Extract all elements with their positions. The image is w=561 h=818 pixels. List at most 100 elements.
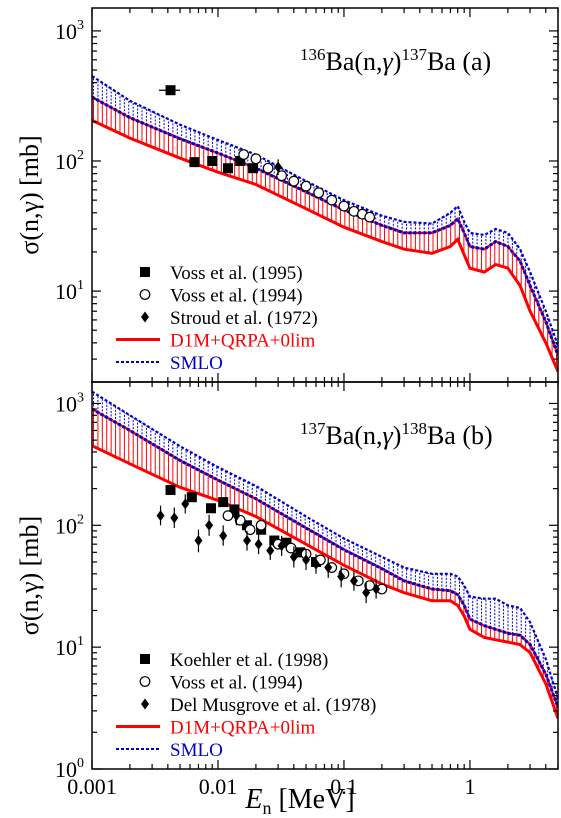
data-point (337, 571, 346, 583)
data-point (338, 200, 350, 212)
data-point (312, 558, 321, 570)
band-upper-curve (92, 390, 558, 699)
x-tick-label: 0.01 (199, 774, 238, 799)
data-point (276, 170, 288, 182)
experiment-voss-et-al-1994- (238, 149, 376, 223)
data-point (156, 510, 165, 522)
data-point (194, 535, 203, 547)
x-tick-label: 0.001 (67, 774, 117, 799)
data-point (364, 580, 376, 592)
legend-label: Del Musgrove et al. (1978) (170, 695, 376, 716)
data-point (254, 538, 263, 550)
data-point (165, 484, 176, 495)
y-tick-label: 103 (55, 390, 84, 416)
experiment-voss-et-al-1995- (158, 85, 259, 174)
experiment-del-musgrove-et-al-1978- (156, 494, 381, 604)
legend-entry: Del Musgrove et al. (1978) (141, 695, 376, 716)
legend-label: D1M+QRPA+0lim (170, 718, 316, 739)
data-point (205, 503, 216, 514)
y-axis-label: σ(n,γ) [mb] (15, 516, 44, 635)
data-point (181, 498, 190, 510)
legend-entry: Voss et al. (1994) (139, 673, 303, 694)
data-point (289, 551, 298, 563)
legend-entry: D1M+QRPA+0lim (116, 718, 316, 739)
data-point (295, 547, 306, 558)
y-axis-label: σ(n,γ) [mb] (15, 135, 44, 254)
data-point (349, 575, 358, 587)
data-point (186, 492, 197, 503)
legend-entry: Stroud et al. (1972) (141, 308, 318, 329)
y-tick-label: 100 (55, 756, 84, 782)
data-point (235, 155, 246, 166)
legend-marker (139, 676, 151, 687)
data-point (255, 519, 267, 531)
legend-label: Voss et al. (1995) (170, 263, 303, 284)
y-tick-label: 101 (55, 278, 84, 304)
band-lower-curve (92, 95, 558, 356)
series-d1m-qrpa-0lim (92, 96, 558, 373)
reaction-title: 137Ba(n,γ)138Ba (b) (300, 419, 493, 450)
x-tick-label: 0.1 (330, 774, 358, 799)
x-tick-label: 1 (464, 774, 475, 799)
data-point (229, 504, 240, 515)
experiment-stroud-et-al-1972- (274, 159, 283, 176)
legend-entry: Voss et al. (1995) (140, 263, 303, 284)
legend-marker (141, 698, 149, 710)
band-lower-curve (92, 119, 558, 373)
legend-label: SMLO (170, 740, 223, 761)
legend-label: Stroud et al. (1972) (170, 308, 318, 329)
legend-entry: Koehler et al. (1998) (140, 650, 328, 671)
legend-marker (141, 311, 149, 323)
data-point (324, 562, 333, 574)
band-upper-curve (92, 96, 558, 356)
y-tick-label: 102 (55, 148, 84, 174)
data-point (189, 157, 200, 168)
band-lower-curve (92, 444, 558, 719)
data-point (165, 85, 176, 96)
data-point (277, 540, 286, 552)
panel-b: 100 101 102 103 0.001 0.01 0.1 1 σ(n,γ) [mb] 137B… (15, 381, 559, 799)
legend-marker (140, 267, 150, 277)
panel-a: 101 102 103 σ(n,γ) [mb] 136Ba(n,γ)137Ba (a) V… (15, 7, 559, 383)
axes (91, 8, 559, 383)
legend-label: Voss et al. (1994) (170, 673, 303, 694)
legend-label: Voss et al. (1994) (170, 286, 303, 307)
x-axis-label-sub: n (262, 798, 271, 818)
y-tick-label: 103 (55, 18, 84, 44)
x-axis-label-unit: [MeV] (271, 784, 354, 815)
data-point (300, 180, 312, 192)
data-point (232, 510, 241, 522)
data-point (250, 153, 262, 165)
axes (91, 382, 559, 770)
legend-entry: SMLO (116, 740, 223, 761)
series-smlo (92, 75, 558, 356)
x-axis-label: En [MeV] (244, 784, 354, 818)
data-point (288, 175, 300, 187)
legend-label: SMLO (170, 353, 223, 374)
data-point (242, 520, 253, 531)
data-point (244, 524, 256, 536)
data-point (302, 554, 311, 566)
legend-entry: SMLO (116, 353, 223, 374)
legend-entry: D1M+QRPA+0lim (116, 331, 316, 352)
legend-marker (140, 654, 150, 664)
data-point (248, 163, 259, 174)
data-point (218, 497, 229, 508)
data-point (364, 211, 376, 223)
data-point (219, 530, 228, 542)
plot-area (92, 390, 558, 719)
plot-area (92, 75, 558, 373)
data-point (238, 149, 250, 160)
band-upper-curve (92, 75, 558, 347)
data-point (222, 163, 233, 174)
data-point (326, 194, 338, 206)
reaction-title: 136Ba(n,γ)137Ba (a) (300, 45, 491, 76)
data-point (243, 535, 252, 547)
data-point (207, 155, 218, 166)
data-point (313, 187, 325, 199)
data-point (170, 512, 179, 524)
data-point (222, 510, 234, 522)
series-d1m-qrpa-0lim (92, 408, 558, 719)
svg-text:En [MeV]: En [MeV] (244, 784, 354, 818)
